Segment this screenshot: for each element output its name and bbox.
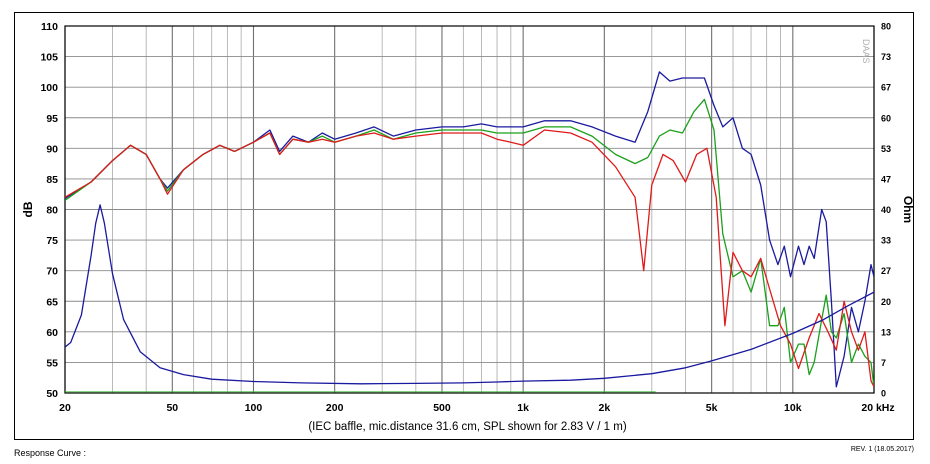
x-tick-label: 2k bbox=[598, 402, 610, 414]
spl-curve-3 bbox=[65, 129, 874, 388]
chart-frame: 50 55 60 65 70 75 80 85 90 95 100 105 110 0 7 13 20 27 33 4… bbox=[14, 12, 915, 440]
grid bbox=[64, 25, 875, 394]
y-tick-label: 90 bbox=[46, 143, 58, 155]
footer-caption: Response Curve : bbox=[14, 448, 87, 458]
curves bbox=[65, 71, 874, 393]
frequency-response-chart: 50 55 60 65 70 75 80 85 90 95 100 105 110 0 7 13 20 27 33 4… bbox=[21, 21, 915, 433]
y2-tick-label: 20 bbox=[881, 297, 891, 307]
y2-axis-title: Ohm bbox=[901, 196, 915, 223]
y2-tick-label: 40 bbox=[881, 205, 891, 215]
x-tick-label: 10k bbox=[784, 402, 802, 414]
x-tick-label: 20 bbox=[59, 402, 71, 414]
x-tick-label: 50 bbox=[166, 402, 178, 414]
x-tick-label: 100 bbox=[245, 402, 263, 414]
y2-tick-label: 67 bbox=[881, 83, 891, 93]
y2-tick-label: 13 bbox=[881, 327, 891, 337]
y2-tick-label: 0 bbox=[881, 389, 886, 399]
y-tick-label: 110 bbox=[41, 21, 58, 33]
y-tick-label: 75 bbox=[46, 235, 58, 247]
y-axis-title: dB bbox=[21, 201, 35, 217]
y-tick-label: 60 bbox=[46, 327, 58, 339]
x-tick-label: 20 kHz bbox=[861, 402, 894, 414]
y-tick-label: 55 bbox=[46, 357, 58, 369]
revision-note: REV. 1 (18.05.2017) bbox=[850, 446, 914, 453]
y2-tick-label: 33 bbox=[881, 236, 891, 246]
y2-tick-label: 60 bbox=[881, 113, 891, 123]
impedance-curve bbox=[65, 204, 874, 385]
y-tick-label: 65 bbox=[46, 296, 58, 308]
y2-tick-label: 47 bbox=[881, 174, 891, 184]
chart-subtitle: (IEC baffle, mic.distance 31.6 cm, SPL s… bbox=[308, 421, 626, 433]
y-tick-label: 70 bbox=[46, 266, 58, 278]
x-tick-label: 1k bbox=[517, 402, 529, 414]
y2-tick-label: 53 bbox=[881, 144, 891, 154]
y-tick-label: 100 bbox=[40, 82, 58, 94]
x-tick-label: 500 bbox=[433, 402, 451, 414]
y-tick-label: 95 bbox=[46, 113, 58, 125]
x-tick-label: 5k bbox=[706, 402, 718, 414]
side-label: DAAS bbox=[861, 39, 871, 64]
y-tick-label: 80 bbox=[46, 205, 58, 217]
y2-tick-label: 7 bbox=[881, 358, 886, 368]
plot-border bbox=[64, 25, 875, 394]
x-tick-label: 200 bbox=[326, 402, 344, 414]
y-tick-label: 85 bbox=[46, 174, 58, 186]
y2-tick-label: 27 bbox=[881, 266, 891, 276]
y-tick-label: 105 bbox=[40, 52, 58, 64]
y-tick-label: 50 bbox=[46, 388, 58, 400]
y2-tick-label: 80 bbox=[881, 22, 891, 32]
y2-tick-label: 73 bbox=[881, 52, 891, 62]
